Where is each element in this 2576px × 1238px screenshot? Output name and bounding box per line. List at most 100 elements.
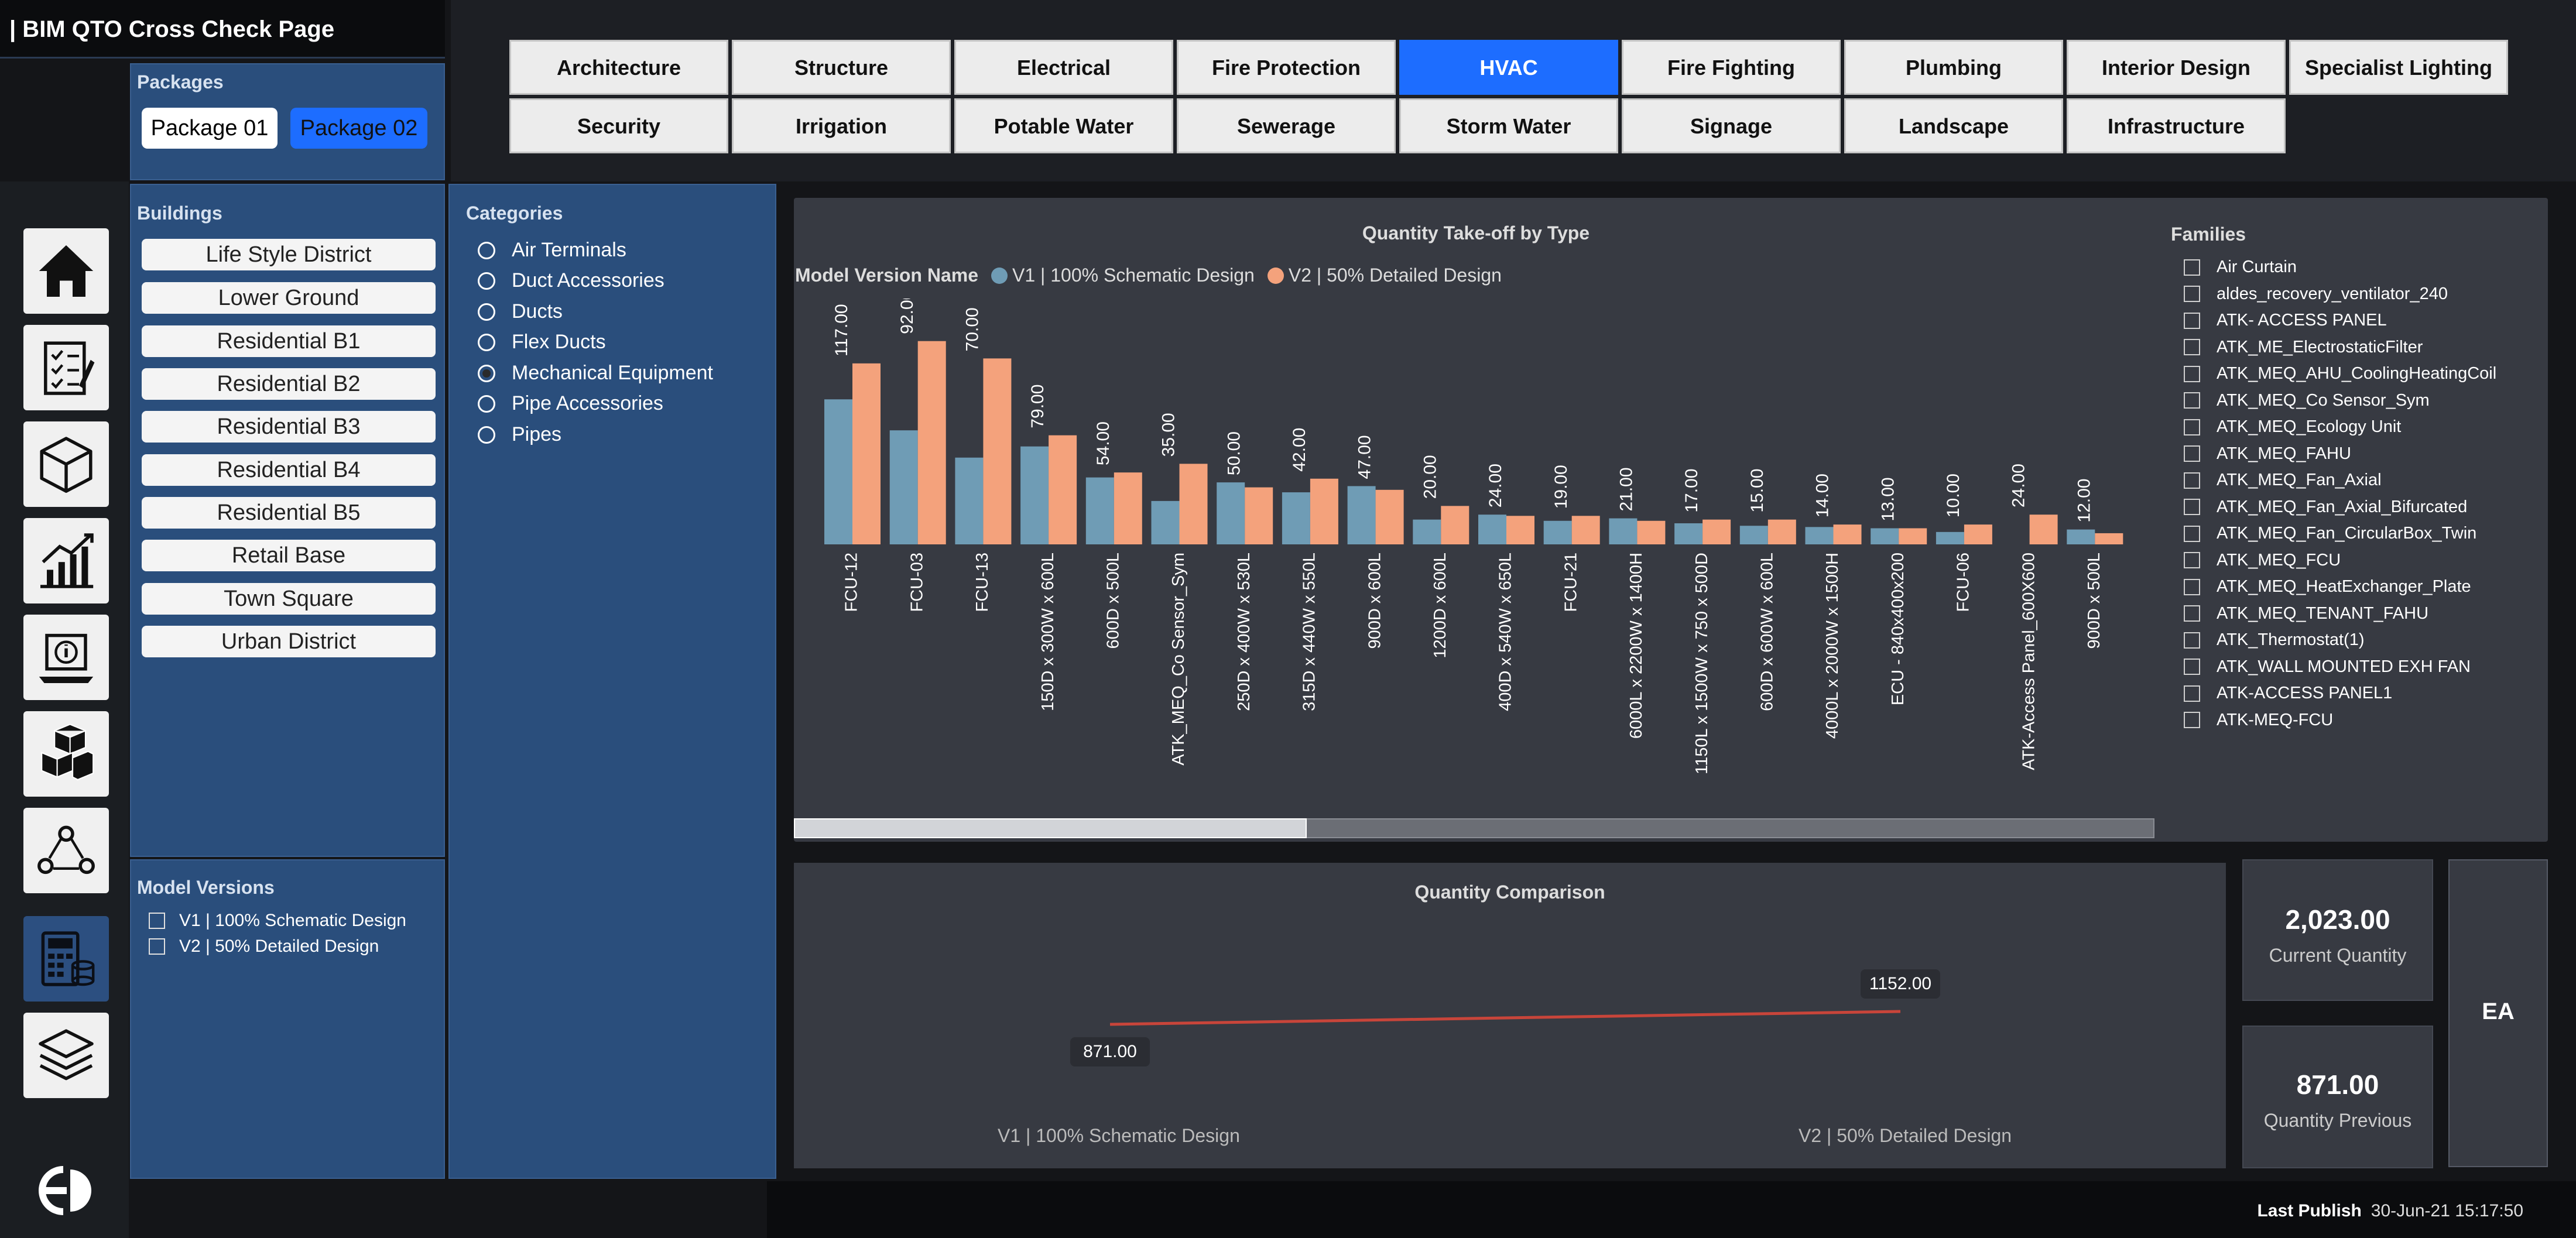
bar-v2[interactable]: [1506, 516, 1534, 544]
tab-fire-protection[interactable]: Fire Protection: [1177, 40, 1396, 95]
bar-v1[interactable]: [1347, 486, 1376, 544]
family-checkbox-item[interactable]: ATK-MEQ-FCU: [2184, 711, 2333, 730]
bar-v1[interactable]: [1936, 531, 1964, 544]
radio-icon[interactable]: [478, 426, 495, 444]
family-checkbox-item[interactable]: ATK_MEQ_FCU: [2184, 551, 2341, 570]
bar-v1[interactable]: [1805, 527, 1834, 544]
bar-v2[interactable]: [1899, 528, 1927, 544]
bar-v2[interactable]: [2029, 515, 2058, 544]
tab-structure[interactable]: Structure: [732, 40, 951, 95]
family-checkbox-item[interactable]: ATK_MEQ_Fan_CircularBox_Twin: [2184, 524, 2476, 543]
checkbox-icon[interactable]: [2184, 312, 2200, 329]
tab-landscape[interactable]: Landscape: [1844, 98, 2063, 153]
home-icon[interactable]: [23, 228, 109, 314]
bar-v2[interactable]: [1637, 520, 1666, 544]
bar-v2[interactable]: [852, 363, 881, 544]
family-checkbox-item[interactable]: ATK_MEQ_TENANT_FAHU: [2184, 604, 2428, 623]
checkbox-icon[interactable]: [2184, 365, 2200, 382]
building-button[interactable]: Residential B1: [142, 325, 436, 357]
bar-v2[interactable]: [1571, 516, 1600, 544]
family-checkbox-item[interactable]: ATK_WALL MOUNTED EXH FAN: [2184, 657, 2471, 677]
checkbox-icon[interactable]: [2184, 259, 2200, 276]
category-option[interactable]: Pipes: [478, 423, 561, 446]
checkbox-icon[interactable]: [2184, 712, 2200, 728]
checkbox-icon[interactable]: [2184, 552, 2200, 568]
tab-plumbing[interactable]: Plumbing: [1844, 40, 2063, 95]
tab-sewerage[interactable]: Sewerage: [1177, 98, 1396, 153]
radio-icon[interactable]: [478, 241, 495, 259]
radio-icon[interactable]: [478, 272, 495, 290]
bar-v1[interactable]: [824, 399, 852, 544]
family-checkbox-item[interactable]: ATK_MEQ_Ecology Unit: [2184, 417, 2401, 437]
bar-v1[interactable]: [1085, 477, 1114, 544]
family-checkbox-item[interactable]: ATK_MEQ_FAHU: [2184, 444, 2351, 464]
bar-v1[interactable]: [1739, 526, 1768, 544]
blocks-icon[interactable]: [23, 711, 109, 797]
bar-v2[interactable]: [1179, 464, 1208, 544]
model-version-checkbox[interactable]: V1 | 100% Schematic Design: [149, 911, 406, 931]
family-checkbox-item[interactable]: Air Curtain: [2184, 258, 2297, 277]
tab-security[interactable]: Security: [509, 98, 728, 153]
category-option[interactable]: Duct Accessories: [478, 269, 664, 292]
building-button[interactable]: Town Square: [142, 583, 436, 615]
tab-specialist-lighting[interactable]: Specialist Lighting: [2289, 40, 2508, 95]
building-button[interactable]: Life Style District: [142, 239, 436, 270]
tab-storm-water[interactable]: Storm Water: [1399, 98, 1618, 153]
tab-electrical[interactable]: Electrical: [954, 40, 1173, 95]
bar-v2[interactable]: [1114, 472, 1142, 544]
bar-v1[interactable]: [1478, 515, 1506, 544]
checkbox-icon[interactable]: [2184, 525, 2200, 542]
category-option[interactable]: Pipe Accessories: [478, 392, 663, 415]
bar-v1[interactable]: [1543, 520, 1572, 544]
model-version-checkbox[interactable]: V2 | 50% Detailed Design: [149, 937, 379, 956]
family-checkbox-item[interactable]: ATK_MEQ_Fan_Axial: [2184, 471, 2382, 490]
building-button[interactable]: Urban District: [142, 626, 436, 657]
checkbox-icon[interactable]: [2184, 659, 2200, 675]
building-button[interactable]: Residential B2: [142, 368, 436, 400]
family-checkbox-item[interactable]: ATK- ACCESS PANEL: [2184, 311, 2387, 330]
bar-v1[interactable]: [1674, 523, 1703, 544]
checkbox-icon[interactable]: [2184, 605, 2200, 622]
bar-v2[interactable]: [2095, 533, 2123, 544]
bar-v1[interactable]: [1020, 446, 1049, 544]
package-01-button[interactable]: Package 01: [142, 108, 278, 149]
bar-v1[interactable]: [1871, 528, 1899, 544]
radio-icon[interactable]: [478, 303, 495, 321]
legend-item-v1[interactable]: V1 | 100% Schematic Design: [991, 265, 1255, 286]
tab-irrigation[interactable]: Irrigation: [732, 98, 951, 153]
bar-v2[interactable]: [983, 358, 1012, 544]
analytics-icon[interactable]: [23, 518, 109, 603]
cube-icon[interactable]: [23, 421, 109, 507]
layers-icon[interactable]: [23, 1013, 109, 1098]
bar-v2[interactable]: [1703, 519, 1731, 544]
calculator-icon[interactable]: [23, 916, 109, 1002]
bar-v1[interactable]: [2067, 529, 2095, 544]
tab-architecture[interactable]: Architecture: [509, 40, 728, 95]
bar-v1[interactable]: [955, 457, 984, 544]
workflow-icon[interactable]: [23, 808, 109, 893]
tab-hvac[interactable]: HVAC: [1399, 40, 1618, 95]
bar-v1[interactable]: [1282, 492, 1310, 544]
checkbox-icon[interactable]: [2184, 472, 2200, 489]
bar-v1[interactable]: [1217, 482, 1245, 544]
checkbox-icon[interactable]: [2184, 445, 2200, 462]
bar-v2[interactable]: [1049, 435, 1077, 544]
tab-signage[interactable]: Signage: [1622, 98, 1841, 153]
checkbox-icon[interactable]: [2184, 286, 2200, 302]
checkbox-icon[interactable]: [2184, 499, 2200, 515]
building-button[interactable]: Lower Ground: [142, 282, 436, 314]
legend-item-v2[interactable]: V2 | 50% Detailed Design: [1267, 265, 1502, 286]
family-checkbox-item[interactable]: ATK_MEQ_Co Sensor_Sym: [2184, 391, 2430, 410]
family-checkbox-item[interactable]: aldes_recovery_ventilator_240: [2184, 284, 2448, 304]
checkbox-icon[interactable]: [2184, 392, 2200, 409]
chart-scrollbar-thumb[interactable]: [794, 818, 1307, 838]
family-checkbox-item[interactable]: ATK_MEQ_HeatExchanger_Plate: [2184, 577, 2471, 596]
bar-v2[interactable]: [1964, 524, 1992, 544]
family-checkbox-item[interactable]: ATK-ACCESS PANEL1: [2184, 684, 2392, 703]
checkbox-icon[interactable]: [2184, 685, 2200, 702]
category-option[interactable]: Flex Ducts: [478, 331, 606, 354]
bar-v2[interactable]: [1767, 519, 1796, 544]
checkbox-icon[interactable]: [2184, 339, 2200, 355]
category-option[interactable]: Ducts: [478, 300, 563, 323]
building-button[interactable]: Residential B5: [142, 497, 436, 529]
